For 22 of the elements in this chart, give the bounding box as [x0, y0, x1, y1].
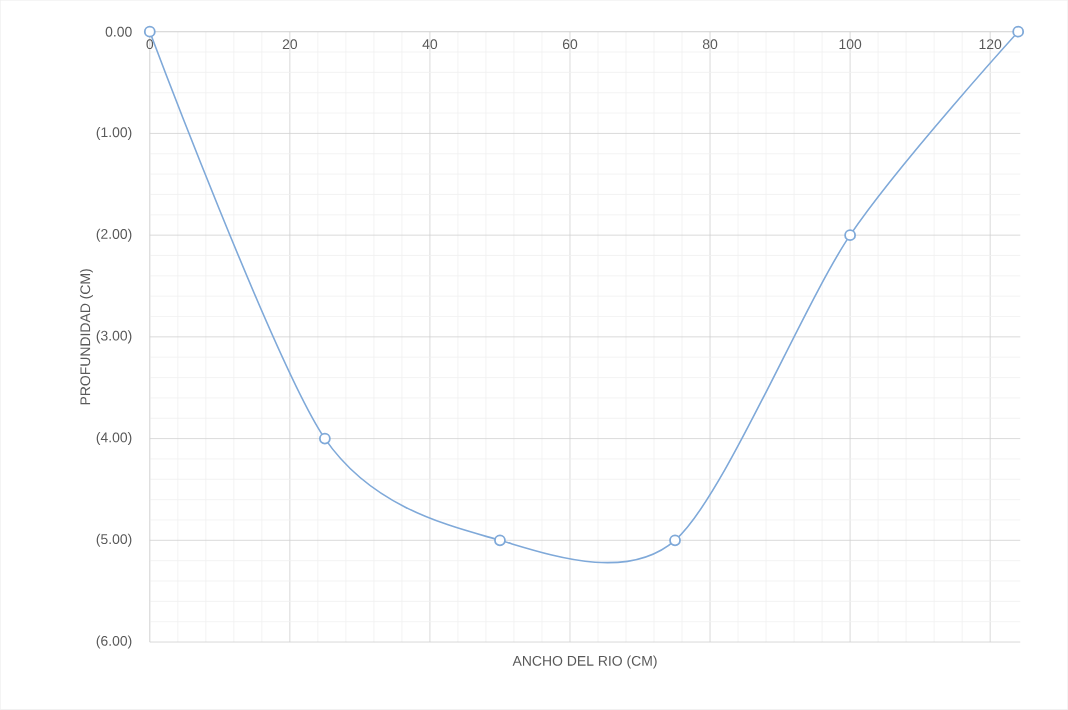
- point: [143, 25, 156, 38]
- x-tick-label: 80: [702, 39, 718, 50]
- y-tick-label: (5.00): [96, 533, 132, 547]
- x-tick-label: 0: [146, 39, 154, 50]
- x-axis-title: ANCHO DEL RIO (CM): [512, 655, 657, 669]
- y-tick-label: (6.00): [96, 635, 132, 649]
- y-tick-label: 0.00: [105, 26, 132, 37]
- point: [494, 534, 506, 547]
- y-axis-title: PROFUNDIDAD (CM): [79, 269, 93, 405]
- y-tick-label: (3.00): [96, 330, 132, 344]
- point: [318, 432, 331, 445]
- x-tick-label: 40: [422, 39, 438, 50]
- point: [844, 229, 857, 242]
- x-tick-label: 20: [282, 39, 298, 50]
- y-tick-label: (4.00): [96, 432, 132, 446]
- y-tick-label: (1.00): [96, 127, 132, 141]
- y-tick-label: (2.00): [96, 228, 132, 242]
- point: [1012, 25, 1025, 38]
- point: [669, 534, 681, 547]
- x-tick-label: 120: [979, 39, 1002, 50]
- x-tick-label: 100: [839, 39, 862, 50]
- x-tick-label: 60: [562, 39, 578, 50]
